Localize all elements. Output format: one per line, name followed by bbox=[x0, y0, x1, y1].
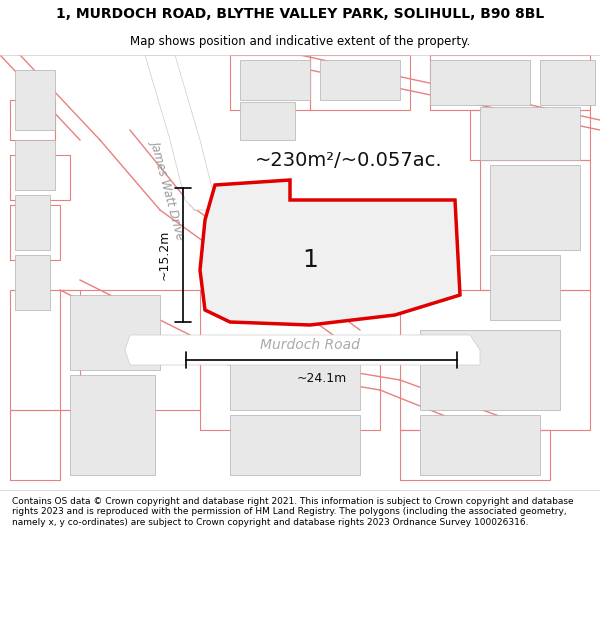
Polygon shape bbox=[200, 180, 460, 325]
Polygon shape bbox=[70, 295, 160, 370]
Polygon shape bbox=[70, 375, 155, 475]
Text: 1, MURDOCH ROAD, BLYTHE VALLEY PARK, SOLIHULL, B90 8BL: 1, MURDOCH ROAD, BLYTHE VALLEY PARK, SOL… bbox=[56, 7, 544, 21]
Text: 1: 1 bbox=[302, 248, 318, 272]
Polygon shape bbox=[145, 55, 215, 210]
Polygon shape bbox=[430, 60, 530, 105]
Polygon shape bbox=[230, 360, 360, 410]
Polygon shape bbox=[15, 140, 55, 190]
Polygon shape bbox=[125, 335, 480, 365]
Polygon shape bbox=[15, 255, 50, 310]
Polygon shape bbox=[490, 165, 580, 250]
Polygon shape bbox=[420, 330, 560, 410]
Polygon shape bbox=[15, 70, 55, 130]
Text: ~230m²/~0.057ac.: ~230m²/~0.057ac. bbox=[255, 151, 443, 169]
Text: James Watt Drive: James Watt Drive bbox=[149, 139, 187, 241]
Text: ~15.2m: ~15.2m bbox=[158, 230, 171, 280]
Polygon shape bbox=[200, 180, 460, 325]
Polygon shape bbox=[480, 107, 580, 160]
Polygon shape bbox=[15, 195, 50, 250]
Polygon shape bbox=[320, 60, 400, 100]
Text: Murdoch Road: Murdoch Road bbox=[260, 338, 360, 352]
Polygon shape bbox=[490, 255, 560, 320]
Polygon shape bbox=[230, 415, 360, 475]
Polygon shape bbox=[420, 415, 540, 475]
Polygon shape bbox=[240, 102, 295, 140]
Polygon shape bbox=[240, 60, 310, 100]
Text: Map shows position and indicative extent of the property.: Map shows position and indicative extent… bbox=[130, 35, 470, 48]
Polygon shape bbox=[540, 60, 595, 105]
Text: ~24.1m: ~24.1m bbox=[296, 371, 347, 384]
Text: Contains OS data © Crown copyright and database right 2021. This information is : Contains OS data © Crown copyright and d… bbox=[12, 497, 574, 526]
